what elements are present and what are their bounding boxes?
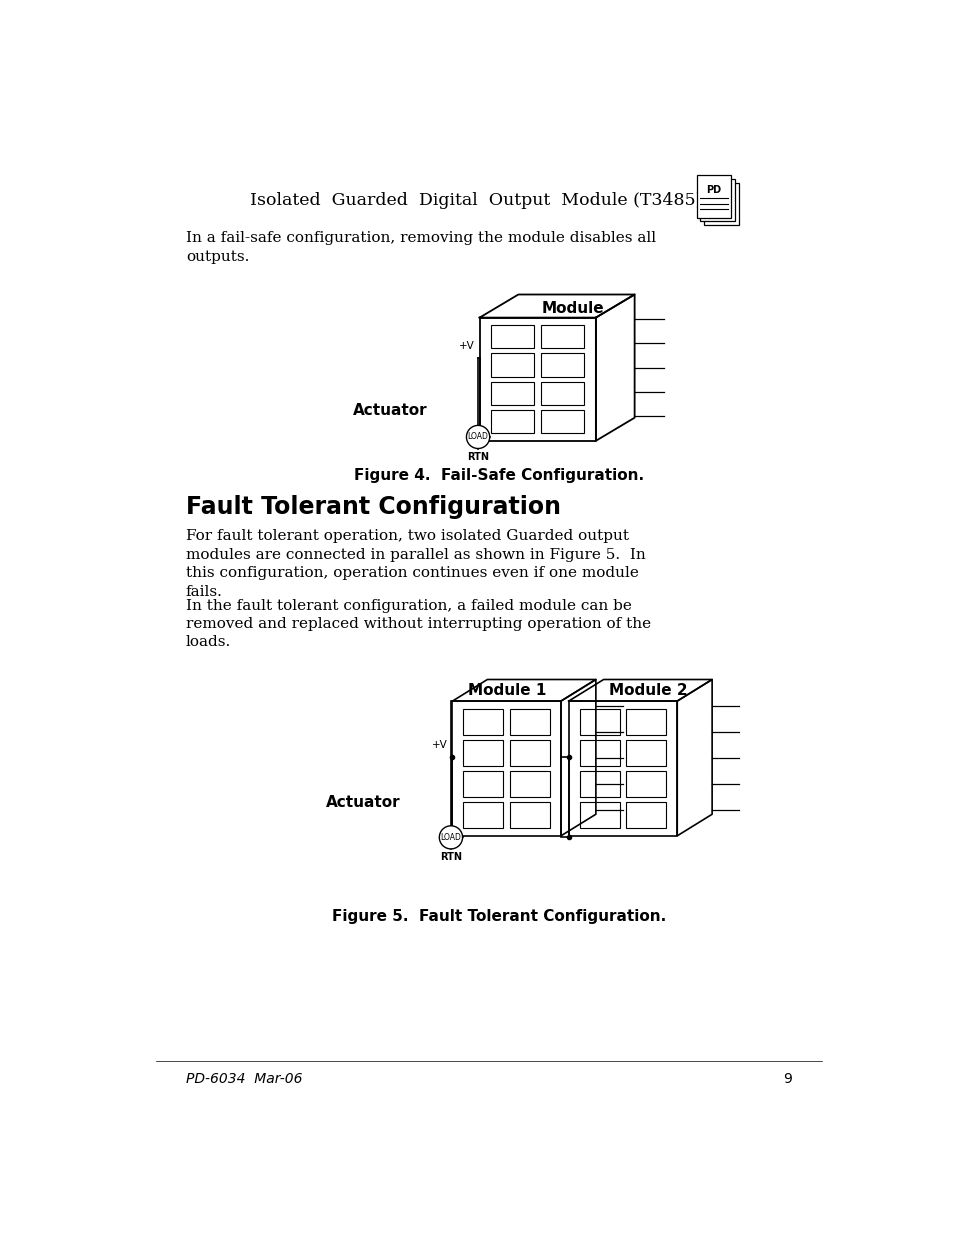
Bar (579, 740, 619, 766)
Bar (510, 771, 550, 797)
Text: Module 2: Module 2 (608, 683, 687, 698)
Bar (579, 802, 619, 827)
Bar (463, 802, 503, 827)
Text: Actuator: Actuator (353, 403, 427, 417)
Text: LOAD: LOAD (467, 432, 488, 441)
Bar (491, 410, 534, 433)
Text: In a fail-safe configuration, removing the module disables all
outputs.: In a fail-safe configuration, removing t… (186, 231, 656, 264)
Text: LOAD: LOAD (440, 832, 461, 842)
Bar (579, 771, 619, 797)
Bar (625, 771, 666, 797)
Bar (510, 802, 550, 827)
Bar (700, 179, 735, 221)
Text: +V: +V (432, 740, 447, 751)
Text: Isolated  Guarded  Digital  Output  Module (T3485): Isolated Guarded Digital Output Module (… (250, 193, 701, 209)
Bar (696, 175, 731, 217)
Text: +V: +V (458, 342, 475, 352)
Bar (491, 325, 534, 348)
Bar (491, 382, 534, 405)
Bar (579, 709, 619, 735)
Bar (540, 353, 583, 377)
Text: Fault Tolerant Configuration: Fault Tolerant Configuration (186, 495, 560, 519)
Text: In the fault tolerant configuration, a failed module can be
removed and replaced: In the fault tolerant configuration, a f… (186, 599, 650, 650)
Text: Actuator: Actuator (326, 795, 400, 810)
Bar (463, 740, 503, 766)
Bar (510, 740, 550, 766)
Text: RTN: RTN (439, 852, 461, 862)
Text: Module 1: Module 1 (467, 683, 545, 698)
Bar (491, 353, 534, 377)
Circle shape (439, 826, 462, 848)
Text: Figure 5.  Fault Tolerant Configuration.: Figure 5. Fault Tolerant Configuration. (332, 909, 665, 924)
Text: For fault tolerant operation, two isolated Guarded output
modules are connected : For fault tolerant operation, two isolat… (186, 530, 645, 599)
Text: 9: 9 (782, 1072, 791, 1087)
Bar (625, 802, 666, 827)
Bar (625, 709, 666, 735)
Bar (510, 709, 550, 735)
Text: PD: PD (706, 185, 720, 195)
Bar (703, 183, 739, 225)
Bar (540, 410, 583, 433)
Bar (540, 325, 583, 348)
Text: Figure 4.  Fail-Safe Configuration.: Figure 4. Fail-Safe Configuration. (354, 468, 643, 483)
Bar (625, 740, 666, 766)
Bar (463, 709, 503, 735)
Circle shape (466, 425, 489, 448)
Bar (463, 771, 503, 797)
Text: RTN: RTN (467, 452, 489, 462)
Text: PD-6034  Mar-06: PD-6034 Mar-06 (186, 1072, 302, 1087)
Bar (540, 382, 583, 405)
Text: Module: Module (540, 300, 603, 316)
